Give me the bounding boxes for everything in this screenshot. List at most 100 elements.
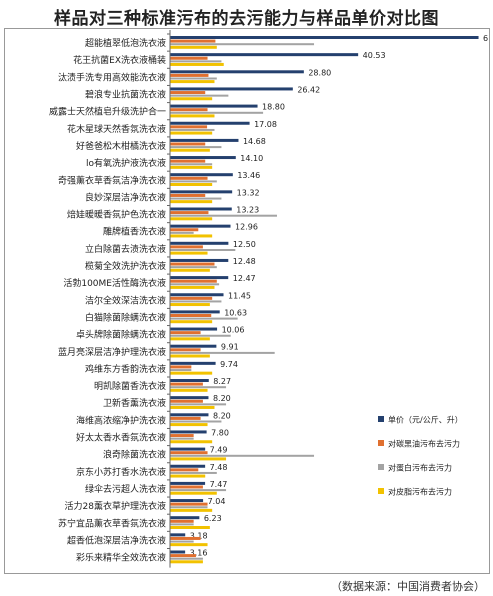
bar-sebum [170, 234, 213, 238]
category-label: 卫新香薰洗衣液 [103, 397, 166, 409]
bar-price [170, 104, 258, 108]
bar-protein [170, 43, 315, 46]
bar-protein [170, 540, 194, 543]
bar-price [170, 87, 293, 91]
bar-price [170, 36, 479, 39]
bar-carbon [170, 176, 208, 180]
bar-protein [170, 471, 217, 474]
bar-price [170, 156, 236, 160]
legend-label: 对蛋白污布去污力 [388, 463, 452, 473]
category-label: 超香低泡深层洁净洗衣液 [67, 534, 166, 546]
bar-protein [170, 403, 227, 406]
price-data-label: 8.20 [213, 394, 231, 403]
bar-sebum [170, 405, 215, 409]
bar-protein [170, 231, 194, 234]
category-label: 绿伞去污超人洗衣液 [85, 483, 166, 495]
bar-carbon [170, 39, 216, 43]
category-label: 威露士天然植皂升级洗护合一 [49, 106, 166, 118]
price-data-label: 3.16 [190, 549, 208, 558]
category-label: 花木星球天然香氛洗衣液 [67, 123, 166, 135]
bar-sebum [170, 371, 213, 375]
bar-carbon [170, 434, 194, 438]
bar-protein [170, 266, 217, 269]
legend-swatch-carbon [378, 440, 384, 446]
bar-protein [170, 369, 192, 372]
bar-protein [170, 94, 229, 97]
bar-protein [170, 420, 222, 423]
bar-carbon [170, 451, 208, 455]
bar-sebum [170, 251, 208, 255]
bar-sebum [170, 131, 213, 135]
bar-sebum [170, 423, 208, 427]
category-label: 好爸爸松木柑橘洗衣液 [76, 140, 166, 152]
bar-sebum [170, 200, 213, 204]
category-label: 活勃100ME活性酶洗衣液 [63, 277, 166, 289]
category-label: 超能植翠低泡洗衣液 [85, 37, 166, 49]
bar-carbon [170, 331, 201, 335]
bar-sebum [170, 543, 208, 547]
price-data-label: 7.49 [210, 446, 228, 455]
bar-price [170, 293, 224, 297]
price-data-label: 9.91 [221, 343, 239, 352]
bar-sebum [170, 303, 210, 307]
bar-price [170, 361, 216, 365]
bar-carbon [170, 399, 203, 403]
price-data-label: 9.74 [220, 360, 238, 369]
bar-price [170, 481, 206, 485]
bar-sebum [170, 388, 208, 392]
bar-protein [170, 197, 222, 200]
bar-carbon [170, 382, 203, 386]
price-data-label: 28.80 [308, 68, 331, 77]
category-label: 卓头牌除菌除螨洗衣液 [76, 329, 166, 341]
bar-protein [170, 128, 215, 131]
category-label: 活力28薰衣草护理洗衣液 [65, 500, 166, 512]
price-data-label: 12.96 [235, 223, 258, 232]
bar-sebum [170, 268, 210, 272]
category-label: 京东小苏打香水洗衣液 [76, 466, 166, 478]
legend-swatch-price [378, 416, 384, 422]
bar-protein [170, 111, 264, 114]
category-label: 好太太香水香氛洗衣液 [76, 432, 166, 444]
bar-sebum [170, 526, 210, 529]
category-label: 洁尔全效深洁洗衣液 [85, 294, 166, 306]
bar-price [170, 430, 207, 434]
bar-protein [170, 506, 208, 509]
bar-sebum [170, 183, 213, 186]
bar-sebum [170, 165, 213, 169]
bar-sebum [170, 285, 215, 289]
bar-price [170, 344, 217, 348]
price-data-label: 18.80 [262, 103, 285, 112]
price-data-label: 6.23 [204, 514, 222, 523]
price-data-label: 13.23 [236, 206, 259, 215]
bar-sebum [170, 320, 213, 324]
price-data-label: 13.46 [237, 171, 260, 180]
category-label: 花王抗菌EX洗衣液桶装 [73, 54, 166, 66]
price-data-label: 11.45 [228, 291, 251, 300]
bar-sebum [170, 45, 217, 49]
bar-protein [170, 214, 277, 217]
bar-protein [170, 163, 213, 166]
category-label: 奇强薰衣草香氛洁净洗衣液 [58, 174, 166, 186]
category-label: 立白除菌去渍洗衣液 [85, 243, 166, 255]
bar-protein [170, 180, 217, 183]
bar-sebum [170, 508, 213, 512]
bar-price [170, 173, 233, 177]
bar-carbon [170, 502, 208, 506]
category-label: 蓝月亮深层洁净护理洗衣液 [58, 346, 166, 358]
bar-carbon [170, 365, 192, 369]
legend-swatch-sebum [378, 488, 384, 494]
bar-sebum [170, 97, 213, 101]
bar-carbon [170, 245, 203, 249]
bar-carbon [170, 125, 208, 129]
price-data-label: 7.80 [211, 428, 229, 437]
bar-price [170, 241, 229, 245]
category-label: 良妙深层洁净洗衣液 [85, 191, 166, 203]
bar-price [170, 276, 229, 280]
bar-protein [170, 60, 222, 63]
bar-price [170, 327, 218, 331]
price-data-label: 7.48 [210, 463, 228, 472]
bar-price [170, 396, 209, 400]
bar-protein [170, 437, 194, 440]
bar-carbon [170, 279, 217, 283]
price-data-label: 10.63 [224, 308, 247, 317]
